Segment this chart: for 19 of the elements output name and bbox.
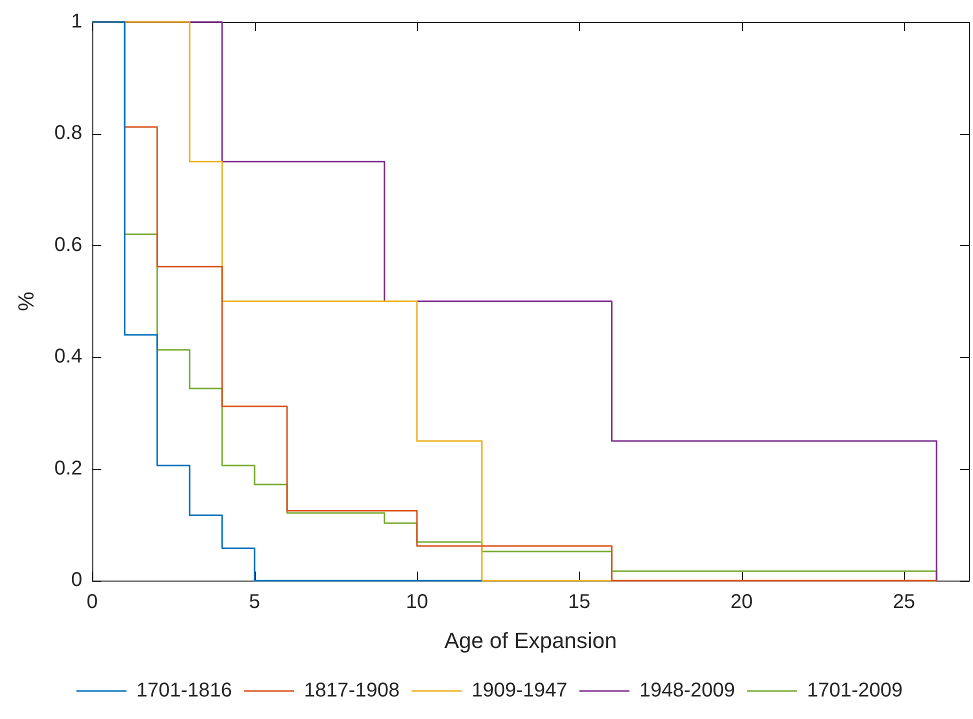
x-tick-label: 5	[249, 591, 260, 614]
y-axis-title: %	[13, 292, 38, 312]
legend-label: 1909-1947	[472, 680, 568, 702]
legend-label: 1701-2009	[806, 680, 903, 702]
legend-label: 1701-1816	[136, 680, 232, 702]
x-tick-label: 0	[86, 591, 98, 614]
y-tick-label: 0	[71, 569, 82, 592]
x-tick-label: 15	[568, 591, 590, 614]
x-axis-title: Age of Expansion	[444, 628, 617, 653]
x-tick-label: 10	[406, 591, 428, 614]
y-tick-label: 0.6	[54, 234, 82, 256]
legend-label: 1817-1908	[304, 680, 400, 702]
x-tick-label: 20	[730, 591, 753, 614]
y-tick-label: 0.2	[54, 457, 82, 480]
y-tick-label: 0.4	[54, 346, 82, 368]
y-tick-label: 0.8	[54, 122, 82, 144]
x-tick-label: 25	[892, 591, 916, 614]
legend-label: 1948-2009	[639, 680, 735, 702]
y-tick-label: 1	[71, 10, 82, 33]
